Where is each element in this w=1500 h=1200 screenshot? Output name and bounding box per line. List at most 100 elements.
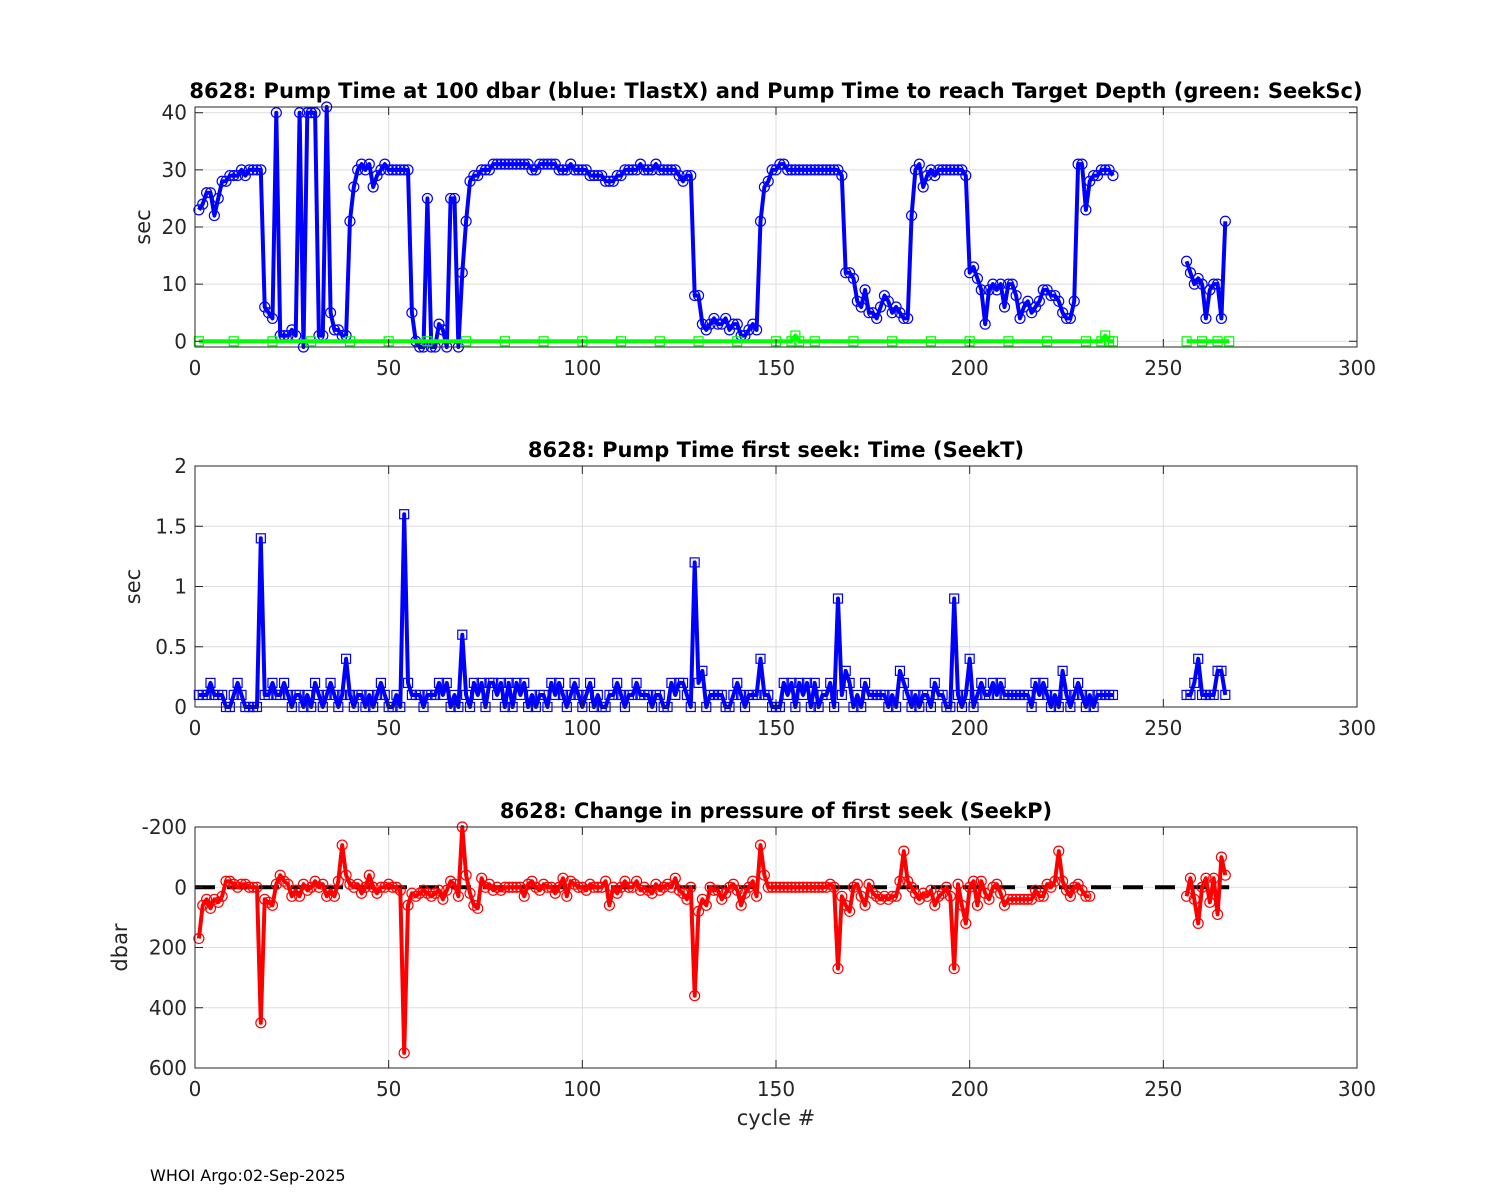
- data-point: [944, 890, 956, 902]
- data-point: [937, 689, 948, 701]
- data-point: [995, 278, 1007, 290]
- data-point: [848, 336, 859, 347]
- data-point: [700, 899, 712, 911]
- data-point: [212, 896, 224, 908]
- data-point: [568, 878, 581, 890]
- data-point: [235, 878, 248, 890]
- data-point: [627, 689, 638, 701]
- data-point: [1107, 336, 1119, 347]
- data-point: [1033, 890, 1045, 902]
- data-point: [410, 890, 422, 902]
- data-point: [782, 164, 794, 176]
- footer-text: WHOI Argo:02-Sep-2025: [150, 1166, 346, 1185]
- data-point: [758, 181, 770, 193]
- data-point: [623, 881, 635, 893]
- data-point: [371, 887, 383, 899]
- x-tick-label: 100: [563, 1077, 601, 1101]
- data-point: [809, 164, 821, 176]
- data-point: [654, 884, 666, 896]
- data-point: [704, 881, 716, 893]
- data-point: [967, 261, 980, 273]
- data-point: [933, 164, 945, 176]
- data-point: [588, 169, 600, 182]
- data-point: [801, 881, 813, 893]
- data-point: [1068, 295, 1080, 307]
- y-axis-label: sec: [121, 569, 145, 604]
- data-point: [1219, 869, 1231, 881]
- data-point: [658, 164, 670, 176]
- data-point: [476, 164, 488, 176]
- x-axis-label: cycle #: [737, 1106, 816, 1130]
- data-point: [603, 175, 616, 187]
- y-tick-label: 0: [174, 875, 187, 899]
- series-red-line: [1184, 855, 1228, 926]
- data-point: [1211, 278, 1224, 290]
- data-point: [383, 164, 395, 176]
- chart-2-panel: 0 50 100 150 200 250 300 0 0.5 1 1.5 2 8628: Pump Ti…: [121, 438, 1376, 740]
- data-point: [1196, 278, 1208, 290]
- data-point: [1022, 295, 1034, 307]
- data-point: [1072, 878, 1084, 890]
- data-point: [1181, 336, 1192, 347]
- data-point: [696, 893, 709, 905]
- data-point: [313, 689, 325, 701]
- data-point: [487, 158, 499, 170]
- x-tick-label: 100: [563, 716, 601, 740]
- data-point: [212, 192, 224, 205]
- data-point: [913, 158, 925, 170]
- data-point: [929, 677, 940, 689]
- y-tick-label: 1.5: [155, 514, 187, 538]
- data-point: [940, 164, 953, 176]
- data-point: [902, 875, 914, 887]
- data-point: [1049, 289, 1061, 302]
- data-point: [344, 336, 356, 347]
- x-tick-label: 200: [951, 716, 989, 740]
- data-point: [340, 653, 352, 664]
- x-tick-label: 150: [757, 356, 795, 380]
- data-point: [708, 884, 720, 896]
- data-point: [971, 899, 984, 911]
- data-point: [836, 689, 847, 701]
- data-point: [545, 158, 557, 170]
- data-point: [538, 689, 549, 701]
- data-point: [557, 689, 569, 701]
- data-point: [774, 881, 786, 893]
- data-point: [337, 689, 348, 701]
- data-point: [581, 689, 592, 701]
- data-point: [313, 881, 325, 893]
- data-point: [580, 884, 592, 896]
- data-point: [519, 677, 530, 689]
- data-point: [983, 284, 995, 296]
- data-point: [631, 677, 642, 689]
- data-point: [495, 158, 507, 170]
- data-point: [573, 689, 584, 701]
- data-point: [321, 890, 333, 902]
- data-point: [216, 175, 228, 187]
- data-point: [681, 689, 693, 701]
- data-point: [526, 164, 538, 176]
- data-point: [293, 890, 306, 902]
- data-point: [852, 689, 863, 701]
- data-point: [394, 164, 406, 176]
- data-point: [263, 689, 274, 701]
- data-point: [697, 665, 708, 676]
- data-point: [921, 689, 933, 701]
- data-point: [1018, 301, 1030, 313]
- data-point: [1084, 175, 1096, 187]
- data-point: [329, 689, 340, 701]
- data-point: [503, 881, 515, 893]
- data-point: [309, 875, 321, 887]
- data-point: [266, 312, 279, 325]
- data-point: [282, 878, 294, 890]
- data-point: [669, 872, 681, 884]
- data-point: [778, 881, 790, 893]
- data-point: [425, 890, 437, 902]
- data-point: [1033, 295, 1045, 307]
- data-point: [472, 902, 484, 914]
- data-point: [441, 677, 452, 689]
- y-tick-label: 600: [149, 1056, 187, 1080]
- data-point: [1184, 267, 1197, 279]
- data-point: [1045, 289, 1057, 302]
- data-point: [325, 677, 336, 689]
- data-point: [1026, 307, 1038, 319]
